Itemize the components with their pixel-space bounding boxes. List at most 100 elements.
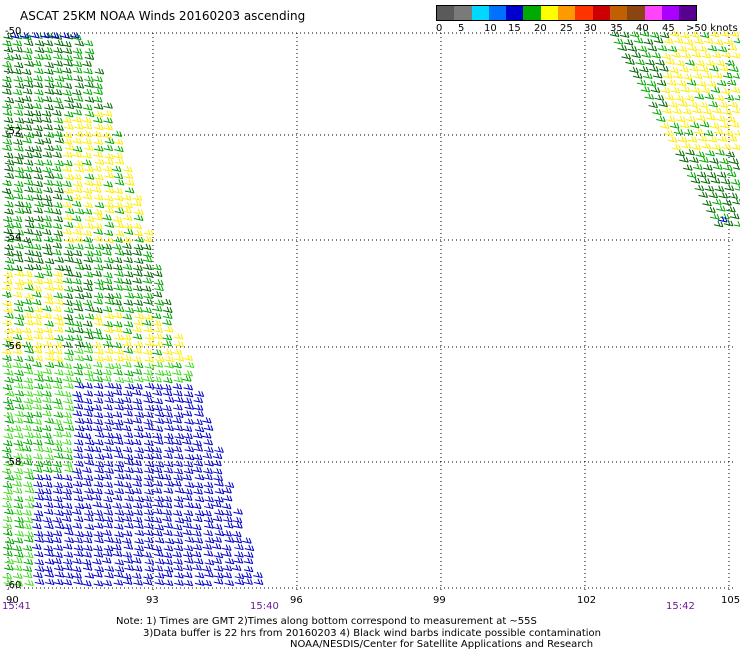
wind-barb	[23, 397, 34, 405]
wind-barb	[113, 579, 124, 586]
wind-barb	[703, 164, 713, 171]
wind-barb	[706, 171, 717, 179]
wind-barb	[702, 107, 712, 115]
wind-barb	[686, 171, 697, 179]
wind-barb	[53, 81, 63, 88]
wind-barb	[132, 572, 142, 580]
wind-barb	[141, 432, 152, 439]
wind-barb	[134, 544, 144, 552]
wind-barb	[93, 222, 103, 230]
wind-barb	[23, 377, 34, 384]
wind-barb	[32, 102, 42, 110]
wind-barb	[132, 474, 143, 482]
wind-barb	[726, 115, 736, 123]
wind-barb	[144, 362, 155, 370]
wind-barb	[123, 390, 133, 397]
note-line-1: Note: 1) Times are GMT 2)Times along bot…	[116, 616, 537, 627]
wind-barb	[103, 181, 113, 188]
wind-barb	[706, 206, 716, 214]
wind-barb	[114, 305, 125, 313]
wind-barb	[104, 257, 114, 264]
wind-barb	[93, 228, 104, 235]
wind-barb	[183, 354, 193, 361]
wind-barb	[64, 102, 75, 110]
wind-barb	[43, 123, 53, 131]
wind-barb	[61, 265, 72, 272]
wind-barb	[94, 536, 104, 544]
wind-barb	[44, 571, 55, 578]
wind-barb	[681, 142, 692, 149]
wind-barb	[122, 515, 133, 522]
wind-barb	[131, 356, 142, 363]
wind-barb	[44, 298, 54, 305]
wind-barb	[33, 327, 44, 334]
wind-barb	[163, 566, 174, 573]
wind-barb	[53, 201, 63, 209]
wind-barb	[659, 65, 669, 72]
wind-barb	[133, 404, 143, 411]
wind-barb	[123, 370, 134, 377]
lat-label: -58	[5, 457, 22, 468]
wind-barb	[62, 438, 72, 446]
wind-barb	[23, 516, 34, 524]
wind-barb	[22, 88, 33, 95]
wind-barb	[132, 398, 143, 405]
wind-barb	[132, 194, 143, 201]
wind-barb	[72, 145, 83, 153]
wind-barb	[93, 138, 104, 145]
wind-barb	[122, 473, 132, 480]
legend-swatch	[644, 6, 662, 20]
wind-barb	[13, 439, 24, 447]
wind-barb	[142, 495, 153, 502]
wind-barb	[164, 537, 175, 545]
wind-barb	[113, 264, 123, 271]
wind-barb	[112, 321, 123, 328]
wind-barb	[93, 571, 103, 578]
wind-barb	[34, 200, 44, 208]
wind-barb	[132, 326, 142, 333]
wind-barb	[22, 207, 32, 214]
wind-barb	[112, 494, 123, 501]
wind-barb	[9, 32, 20, 39]
wind-barb	[133, 361, 144, 369]
wind-barb	[23, 411, 34, 419]
wind-barb	[154, 461, 165, 468]
wind-barb	[734, 94, 740, 101]
wind-barb	[723, 164, 733, 171]
wind-barb	[32, 116, 43, 123]
wind-barb	[24, 306, 34, 313]
wind-barb	[3, 578, 13, 586]
wind-barb	[184, 501, 194, 509]
wind-barb	[3, 264, 14, 271]
wind-barb	[52, 439, 63, 446]
wind-barb	[62, 89, 72, 96]
wind-barb	[4, 537, 15, 545]
wind-barb	[94, 158, 105, 166]
wind-barb	[72, 487, 83, 495]
wind-barb	[647, 45, 658, 52]
wind-barb	[32, 250, 42, 258]
wind-barb	[162, 334, 173, 341]
wind-barb	[706, 80, 717, 88]
wind-barb	[113, 419, 124, 426]
wind-barb	[133, 243, 144, 251]
legend-swatch	[609, 6, 628, 20]
wind-barb	[92, 256, 103, 263]
wind-barb	[19, 32, 30, 39]
wind-barb	[49, 32, 60, 39]
wind-barb	[32, 194, 43, 201]
wind-barb	[133, 230, 143, 237]
wind-barb	[114, 516, 124, 523]
wind-barb	[54, 159, 64, 167]
wind-barb	[719, 122, 730, 129]
wind-barb	[152, 432, 163, 439]
wind-barb	[154, 279, 164, 286]
wind-barb	[84, 75, 94, 83]
wind-barb	[83, 369, 94, 377]
wind-barb	[720, 87, 731, 95]
wind-barb	[72, 410, 83, 417]
wind-barb	[14, 445, 25, 452]
wind-barb	[114, 376, 125, 384]
legend-label: 5	[458, 23, 465, 34]
wind-barb	[152, 319, 162, 327]
